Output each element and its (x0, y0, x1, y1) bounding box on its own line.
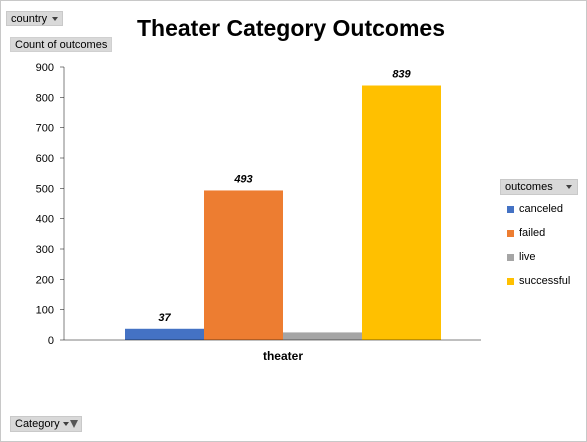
bar-failed (204, 190, 283, 340)
data-label-canceled: 37 (158, 312, 171, 324)
y-tick-label: 700 (36, 123, 54, 135)
legend-item-canceled: canceled (507, 202, 563, 216)
y-tick-label: 900 (36, 62, 54, 74)
category-filter-button[interactable]: Category (10, 416, 82, 432)
legend-label: successful (519, 275, 571, 287)
legend-item-successful: successful (507, 274, 570, 288)
x-category-label: theater (263, 349, 303, 363)
bar-successful (362, 85, 441, 341)
y-tick-label: 0 (48, 335, 54, 347)
legend-header-label: outcomes (505, 181, 553, 193)
country-filter-button[interactable]: country (6, 11, 64, 26)
data-label-successful: 839 (392, 69, 411, 81)
legend-label: failed (519, 227, 546, 239)
value-field-button[interactable]: Count of outcomes (10, 37, 113, 52)
y-tick-label: 600 (36, 153, 54, 165)
legend-label: canceled (519, 203, 564, 215)
y-tick-label: 800 (36, 92, 54, 104)
chevron-down-icon (52, 17, 59, 22)
legend-item-live: live (507, 250, 536, 264)
y-tick-label: 300 (36, 244, 54, 256)
country-filter-label: country (11, 13, 48, 25)
chevron-down-icon (566, 185, 572, 189)
y-tick-label: 500 (36, 183, 54, 195)
data-label-failed: 493 (233, 173, 252, 185)
legend-swatch (507, 205, 514, 213)
legend-field-button[interactable]: outcomes (500, 179, 578, 195)
chart-title: Theater Category Outcomes (136, 15, 446, 41)
y-tick-label: 200 (36, 274, 54, 286)
legend-swatch (507, 229, 514, 237)
filter-icon (69, 420, 78, 429)
y-tick-label: 100 (36, 305, 54, 317)
category-filter-label: Category (15, 418, 60, 430)
legend-swatch (507, 277, 514, 285)
legend-item-failed: failed (507, 226, 545, 240)
value-field-label: Count of outcomes (15, 39, 108, 51)
bar-live (283, 332, 362, 340)
legend-label: live (519, 251, 536, 263)
bar-canceled (125, 328, 204, 340)
legend-swatch (507, 253, 514, 261)
chevron-down-icon (62, 422, 69, 427)
y-tick-label: 400 (36, 214, 54, 226)
